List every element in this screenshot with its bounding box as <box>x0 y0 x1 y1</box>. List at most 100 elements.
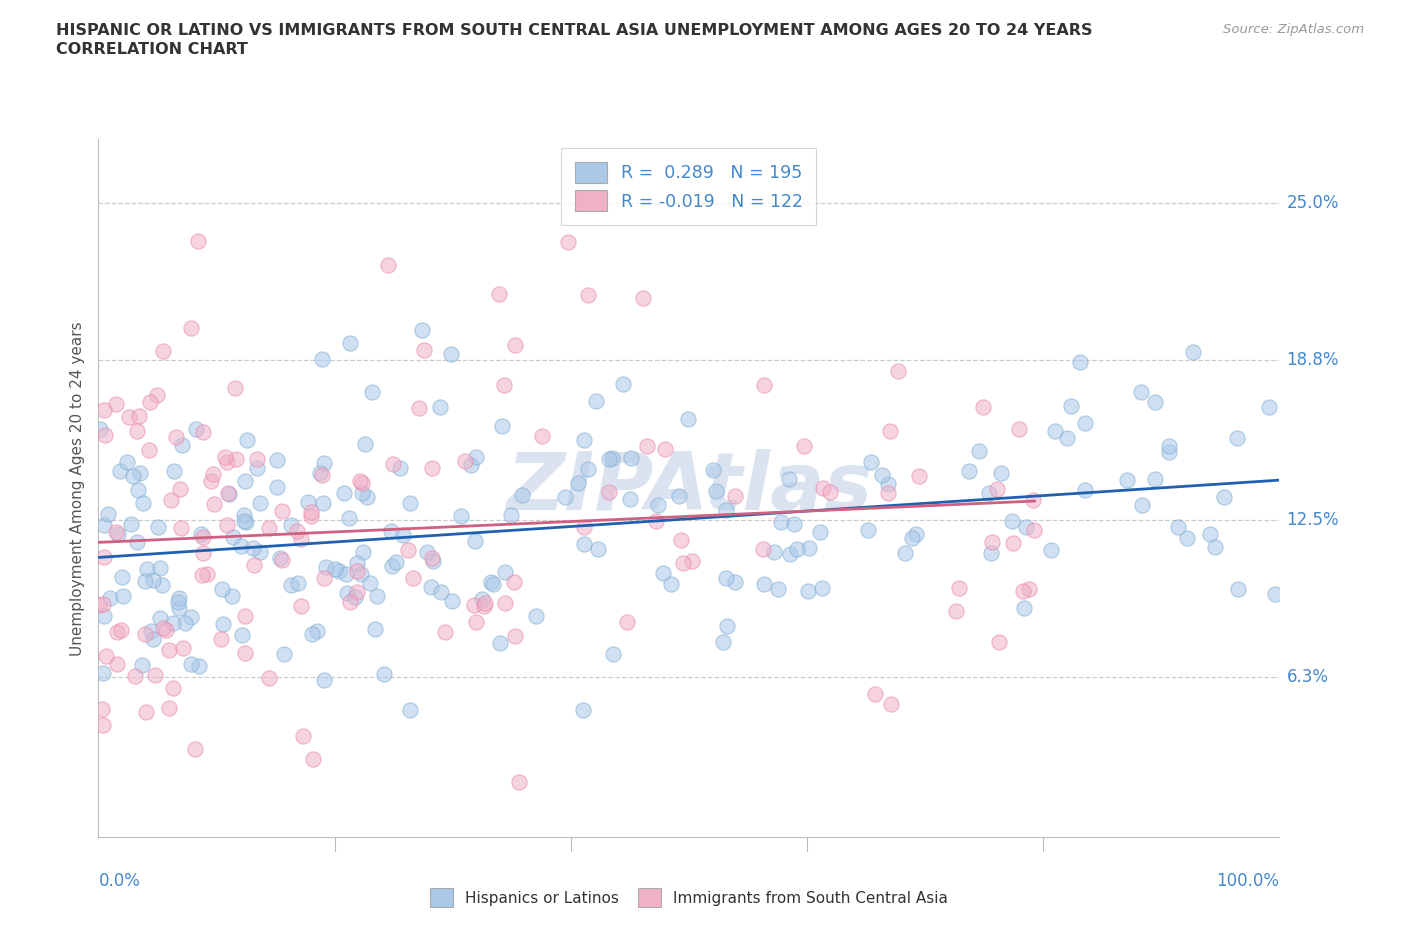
Point <box>1182 344 1205 359</box>
Point <box>574 432 596 447</box>
Point <box>645 513 668 528</box>
Point <box>169 601 191 616</box>
Point <box>820 485 842 499</box>
Point <box>118 410 141 425</box>
Point <box>280 578 302 592</box>
Point <box>440 593 463 608</box>
Point <box>129 466 152 481</box>
Point <box>266 479 288 494</box>
Point <box>472 599 495 614</box>
Point <box>105 525 128 539</box>
Point <box>574 519 596 534</box>
Point <box>115 455 138 470</box>
Point <box>215 518 238 533</box>
Point <box>124 669 146 684</box>
Point <box>969 444 991 458</box>
Point <box>1167 519 1189 534</box>
Point <box>105 657 128 671</box>
Point <box>1129 384 1152 399</box>
Point <box>420 551 443 565</box>
Point <box>364 622 387 637</box>
Point <box>170 521 193 536</box>
Point <box>232 508 254 523</box>
Point <box>271 503 294 518</box>
Point <box>945 604 967 618</box>
Point <box>957 464 980 479</box>
Point <box>557 234 579 249</box>
Point <box>396 542 419 557</box>
Point <box>134 627 156 642</box>
Point <box>585 393 607 408</box>
Point <box>236 432 259 447</box>
Point <box>808 525 831 539</box>
Text: 0.0%: 0.0% <box>98 872 141 890</box>
Point <box>172 641 194 656</box>
Point <box>769 514 792 529</box>
Point <box>859 455 882 470</box>
Point <box>880 697 903 711</box>
Point <box>91 596 114 611</box>
Point <box>408 401 430 416</box>
Point <box>211 582 233 597</box>
Point <box>793 439 815 454</box>
Point <box>391 527 413 542</box>
Point <box>142 572 165 587</box>
Point <box>180 609 202 624</box>
Point <box>598 451 620 466</box>
Text: Source: ZipAtlas.com: Source: ZipAtlas.com <box>1223 23 1364 36</box>
Point <box>488 636 510 651</box>
Point <box>224 381 246 396</box>
Point <box>135 704 157 719</box>
Point <box>169 482 191 497</box>
Point <box>167 595 190 610</box>
Point <box>491 418 513 433</box>
Point <box>450 509 472 524</box>
Point <box>122 469 145 484</box>
Point <box>98 591 121 605</box>
Point <box>503 629 526 644</box>
Point <box>352 476 374 491</box>
Point <box>429 399 451 414</box>
Point <box>786 542 808 557</box>
Point <box>172 438 194 453</box>
Point <box>145 668 167 683</box>
Point <box>359 576 381 591</box>
Point <box>301 751 323 766</box>
Point <box>311 352 333 366</box>
Point <box>163 464 186 479</box>
Point <box>714 571 737 586</box>
Point <box>218 486 240 501</box>
Point <box>120 517 142 532</box>
Point <box>217 485 239 500</box>
Point <box>315 559 337 574</box>
Point <box>879 423 901 438</box>
Point <box>138 443 160 458</box>
Point <box>668 488 690 503</box>
Point <box>440 346 463 361</box>
Point <box>214 449 236 464</box>
Point <box>246 461 269 476</box>
Point <box>619 492 641 507</box>
Point <box>290 531 312 546</box>
Point <box>231 628 253 643</box>
Point <box>91 718 114 733</box>
Point <box>1157 445 1180 459</box>
Point <box>1024 523 1046 538</box>
Point <box>162 616 184 631</box>
Point <box>232 513 254 528</box>
Point <box>588 541 610 556</box>
Point <box>93 518 115 533</box>
Point <box>636 439 658 454</box>
Point <box>972 400 994 415</box>
Point <box>323 562 346 577</box>
Point <box>1074 416 1097 431</box>
Point <box>200 473 222 488</box>
Point <box>1060 399 1083 414</box>
Point <box>503 575 526 590</box>
Point <box>93 549 115 564</box>
Point <box>779 547 801 562</box>
Text: CORRELATION CHART: CORRELATION CHART <box>56 42 247 57</box>
Point <box>980 535 1002 550</box>
Point <box>1040 542 1063 557</box>
Point <box>107 526 129 541</box>
